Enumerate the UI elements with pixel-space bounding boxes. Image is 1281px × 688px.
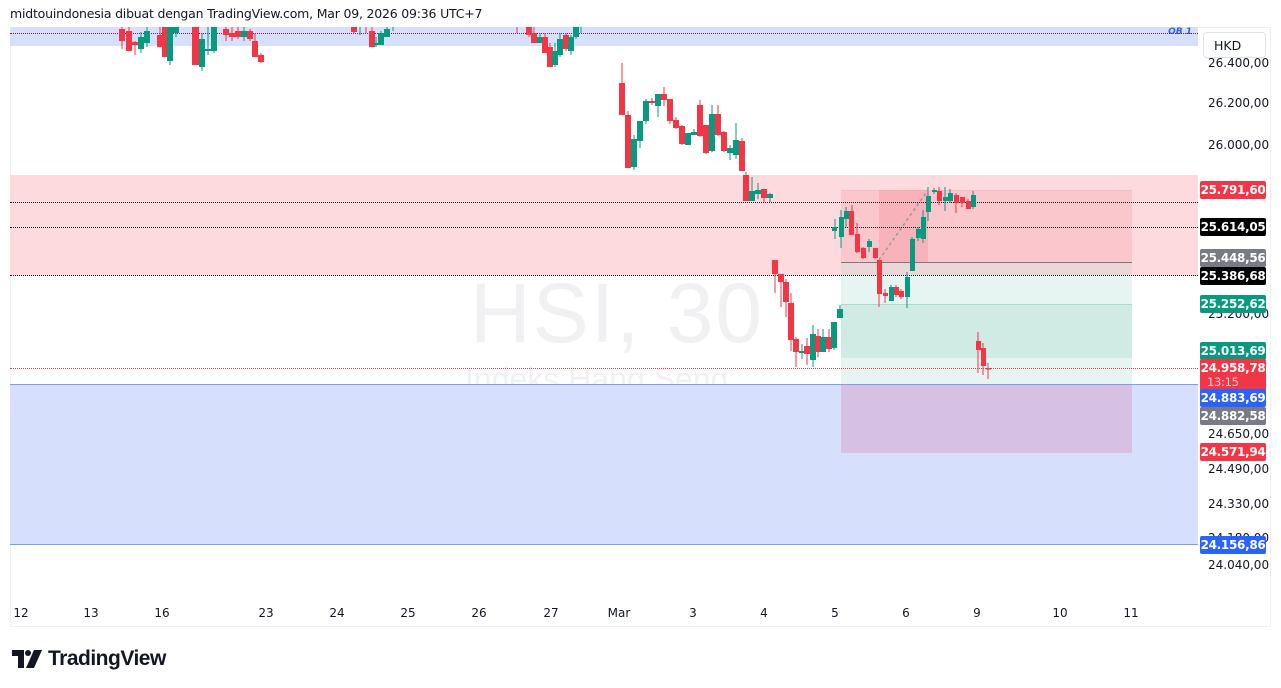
last-price-value: 24.958,78 xyxy=(1200,361,1266,375)
chart-plot-area[interactable]: HSI, 30 Indeks Hang Seng OB 1 Demand xyxy=(10,27,1198,598)
ob1-midline xyxy=(10,33,1198,34)
price-badge-24571: 24.571,94 xyxy=(1200,443,1266,461)
price-tick: 26.200,00 xyxy=(1208,96,1270,110)
last-price-badge: 24.958,78 13:15 xyxy=(1200,359,1266,391)
time-tick: 12 xyxy=(13,606,29,620)
position-lower-zone[interactable] xyxy=(841,385,1132,453)
time-tick: 6 xyxy=(902,606,910,620)
candles-feb-27 xyxy=(516,27,582,67)
price-badge-24882: 24.882,58 xyxy=(1200,407,1266,425)
time-tick: 11 xyxy=(1123,606,1139,620)
price-badge-25448: 25.448,56 xyxy=(1200,249,1266,267)
candles-mar-5-6 xyxy=(832,187,976,308)
ob1-label: OB 1 xyxy=(1168,27,1192,37)
trend-line xyxy=(878,189,929,261)
tradingview-logo-icon xyxy=(12,650,42,668)
price-tick: 24.330,00 xyxy=(1208,497,1270,511)
level-line-25614[interactable] xyxy=(10,227,1198,228)
price-tick: 26.400,00 xyxy=(1208,56,1270,70)
price-tick: 26.000,00 xyxy=(1208,138,1270,152)
time-tick: 26 xyxy=(471,606,487,620)
time-tick: 9 xyxy=(973,606,981,620)
time-tick: 24 xyxy=(329,606,345,620)
candles-feb-24-25 xyxy=(351,27,394,47)
time-tick: Mar xyxy=(607,606,631,620)
position-entry-line xyxy=(841,262,1132,263)
candles-mar-2-3 xyxy=(619,63,773,202)
price-badge-25614: 25.614,05 xyxy=(1200,218,1266,236)
symbol-watermark: HSI, 30 xyxy=(470,266,765,360)
price-badge-25386: 25.386,68 xyxy=(1200,267,1266,285)
time-tick: 27 xyxy=(543,606,559,620)
price-badge-24156: 24.156,86 xyxy=(1200,536,1266,554)
time-axis[interactable]: 12 13 16 23 24 25 26 27 Mar 3 4 5 6 9 10… xyxy=(10,598,1198,627)
price-tick: 24.490,00 xyxy=(1208,462,1270,476)
tradingview-logo[interactable]: TradingView xyxy=(12,646,166,672)
time-tick: 10 xyxy=(1052,606,1068,620)
last-price-line xyxy=(10,368,1198,369)
tradingview-logo-text: TradingView xyxy=(48,647,166,670)
candlestick-series xyxy=(119,27,991,379)
position-target-zone[interactable] xyxy=(841,304,1132,358)
candles-feb-12-16 xyxy=(119,27,264,71)
ob1-zone[interactable]: OB 1 xyxy=(10,27,1198,46)
chart-attribution: midtouindonesia dibuat dengan TradingVie… xyxy=(10,6,483,21)
candles-mar-4 xyxy=(772,260,843,367)
price-badge-24883: 24.883,69 xyxy=(1200,389,1266,407)
currency-button[interactable]: HKD xyxy=(1203,32,1266,58)
price-tick: 24.040,00 xyxy=(1208,558,1270,572)
price-badge-25013: 25.013,69 xyxy=(1200,342,1266,360)
price-axis[interactable]: 26.400,00 26.200,00 26.000,00 25.200,00 … xyxy=(1198,27,1271,598)
price-tick: 24.650,00 xyxy=(1208,427,1270,441)
time-tick: 23 xyxy=(258,606,274,620)
level-line-25791[interactable] xyxy=(10,202,1198,203)
time-tick: 4 xyxy=(760,606,768,620)
bar-countdown: 13:15 xyxy=(1207,375,1239,389)
price-badge-25252: 25.252,62 xyxy=(1200,295,1266,313)
time-tick: 13 xyxy=(83,606,99,620)
price-badge-25791: 25.791,60 xyxy=(1200,181,1266,199)
time-tick: 16 xyxy=(154,606,170,620)
time-tick: 5 xyxy=(831,606,839,620)
candles-mar-9 xyxy=(976,332,991,379)
time-tick: 25 xyxy=(400,606,416,620)
time-tick: 3 xyxy=(689,606,697,620)
level-line-25386[interactable] xyxy=(10,275,1198,276)
